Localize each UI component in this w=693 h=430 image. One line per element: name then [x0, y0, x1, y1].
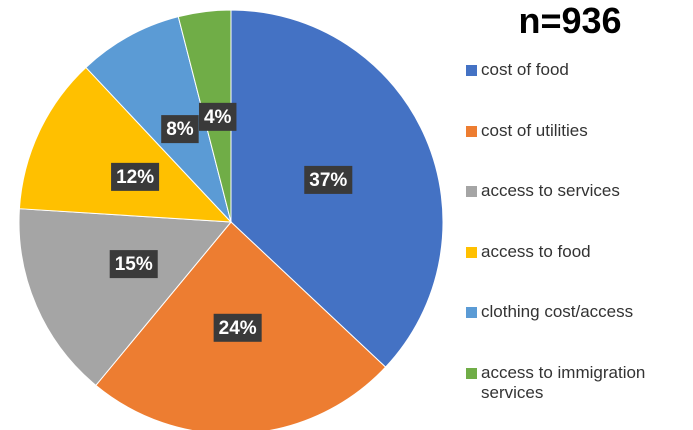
legend-label: cost of food: [481, 60, 569, 79]
legend: cost of food cost of utilities access to s…: [466, 60, 688, 423]
data-label-text: 15%: [115, 254, 153, 275]
legend-swatch: [466, 307, 477, 318]
data-label: 8%: [161, 115, 199, 144]
legend-item: cost of utilities: [466, 121, 688, 182]
legend-swatch: [466, 246, 477, 258]
data-label-box: [213, 313, 262, 342]
data-label-text: 24%: [219, 318, 257, 339]
data-label-box: [111, 162, 160, 191]
legend-item: clothing cost/access: [466, 302, 688, 363]
legend-item: access to services: [466, 181, 688, 242]
chart-title: n=936: [518, 0, 622, 41]
data-label-box: [109, 250, 158, 279]
data-label-box: [198, 102, 237, 131]
data-label: 15%: [109, 250, 158, 279]
legend-label: access to food: [481, 241, 591, 261]
data-label-box: [304, 165, 353, 194]
data-label-text: 4%: [204, 107, 232, 128]
pie-slice: [18, 208, 233, 387]
legend-swatch: [466, 125, 477, 137]
data-label-box: [161, 115, 199, 144]
data-label: 24%: [213, 313, 262, 342]
data-label-text: 8%: [166, 119, 194, 140]
legend-label: access to services: [481, 181, 620, 200]
data-label: 37%: [304, 165, 353, 194]
legend-label: clothing cost/access: [481, 302, 634, 321]
legend-item: access to food: [466, 242, 688, 303]
data-label: 12%: [111, 162, 160, 191]
data-label: 4%: [198, 102, 237, 131]
pie-slice: [85, 16, 232, 223]
pie-area: 37% 24% 15% 12% 8% 4%: [18, 9, 444, 430]
legend-item: cost of food: [466, 60, 688, 121]
pie-slice: [18, 66, 233, 223]
legend-swatch: [466, 186, 477, 197]
legend-item: access to immigration services: [466, 363, 688, 424]
data-label-text: 12%: [116, 167, 154, 188]
legend-swatch: [466, 65, 477, 76]
legend-swatch: [466, 367, 477, 379]
legend-label: cost of utilities: [481, 120, 588, 140]
data-label-text: 37%: [309, 170, 347, 191]
legend-label: access to immigration services: [481, 362, 646, 402]
